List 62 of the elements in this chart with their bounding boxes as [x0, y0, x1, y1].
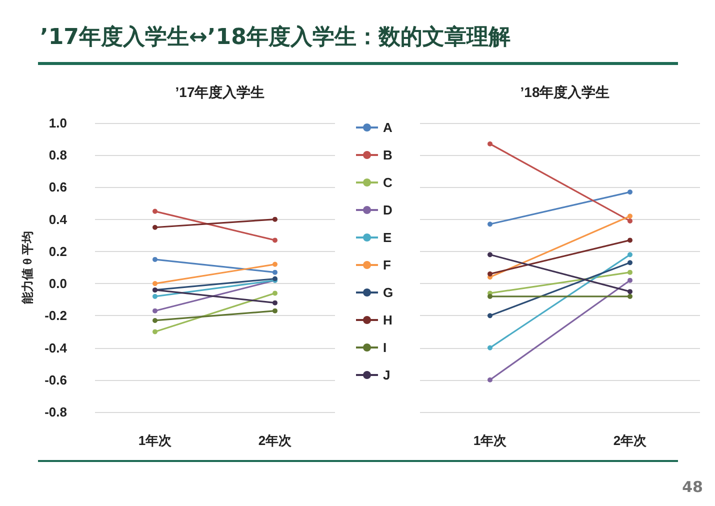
x-tick-label: 2年次 — [613, 433, 648, 448]
y-tick-label: -0.4 — [44, 340, 68, 356]
legend-label: J — [383, 368, 390, 382]
chart-title: ’17年度入学生 — [175, 84, 265, 100]
point — [272, 216, 278, 222]
point — [628, 218, 632, 224]
point — [628, 289, 632, 294]
y-tick-label: -0.2 — [44, 308, 67, 324]
point — [488, 313, 492, 318]
point — [152, 208, 158, 214]
y-tick-label: 0.4 — [48, 212, 68, 227]
point — [488, 222, 492, 227]
legend-label: H — [383, 312, 392, 328]
point — [488, 271, 492, 276]
point — [272, 238, 278, 243]
y-tick-label: 0.0 — [48, 276, 67, 292]
chart-title: ’18年度入学生 — [520, 84, 610, 100]
point — [488, 294, 492, 299]
point — [488, 141, 492, 146]
point — [152, 329, 158, 334]
point — [152, 294, 158, 299]
y-tick-label: 0.2 — [48, 244, 67, 259]
legend-label: F — [383, 258, 391, 272]
point — [272, 308, 278, 314]
point — [628, 260, 632, 266]
point — [272, 270, 278, 275]
legend-label: G — [383, 285, 394, 300]
legend-label: I — [383, 340, 387, 355]
legend-label: E — [383, 230, 392, 245]
point — [272, 290, 278, 296]
point — [488, 345, 492, 350]
y-tick-label: -0.8 — [44, 404, 67, 420]
point — [488, 377, 492, 382]
point — [628, 190, 632, 195]
y-axis-title: 能力値 θ 平均 — [20, 230, 35, 304]
y-tick-label: 0.6 — [48, 180, 67, 195]
point — [628, 270, 632, 275]
x-tick-label: 2年次 — [258, 433, 293, 448]
text: 48 — [682, 478, 703, 496]
point — [152, 281, 158, 286]
y-tick-label: -0.6 — [44, 372, 67, 388]
point — [152, 224, 158, 230]
legend-label: D — [383, 202, 392, 218]
point — [628, 252, 632, 258]
y-tick-label: 0.8 — [48, 148, 67, 163]
point — [628, 278, 632, 283]
point — [152, 318, 158, 323]
point — [628, 294, 632, 299]
legend-label: B — [383, 148, 392, 162]
x-tick-label: 1年次 — [138, 433, 173, 448]
text: ’17年度入学生↔’18年度入学生：数的文章理解 — [40, 24, 510, 52]
point — [152, 256, 158, 262]
point — [272, 262, 278, 267]
x-tick-label: 1年次 — [473, 433, 508, 448]
point — [488, 252, 492, 258]
legend-label: C — [383, 175, 393, 190]
legend-label: A — [383, 120, 393, 135]
y-tick-label: 1.0 — [48, 116, 67, 130]
point — [272, 300, 278, 306]
point — [152, 308, 158, 314]
point — [628, 238, 632, 243]
point — [628, 214, 632, 219]
